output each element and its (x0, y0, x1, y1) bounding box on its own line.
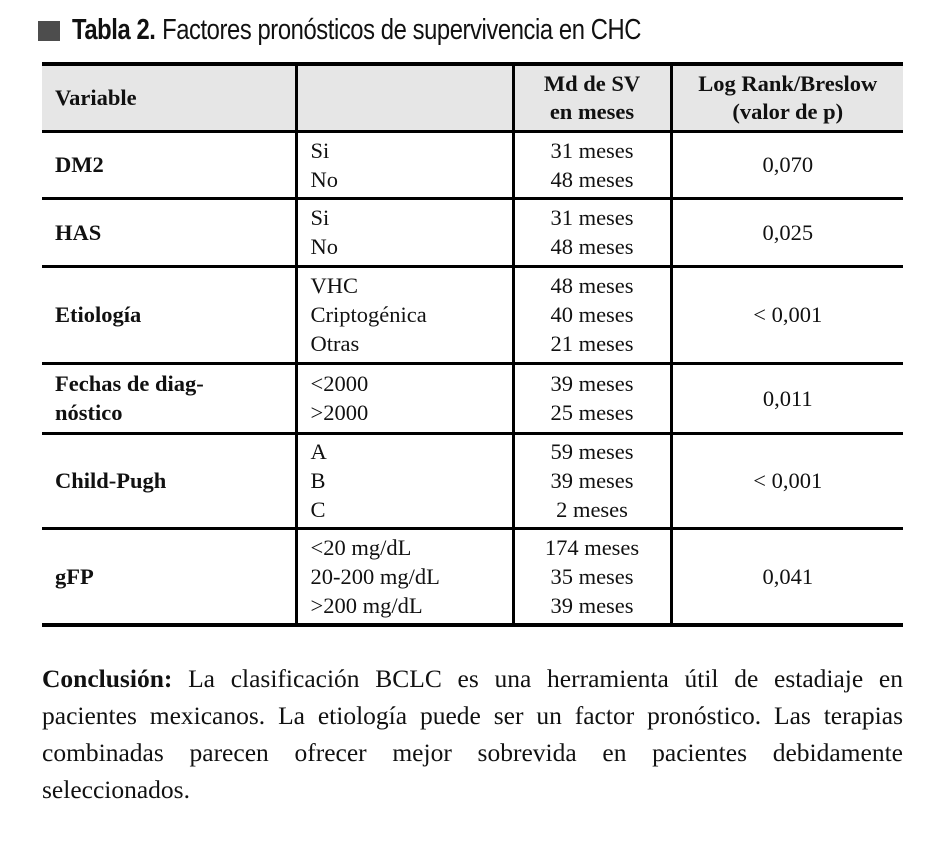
table-title: Tabla 2. Factores pronósticos de superviv… (38, 14, 766, 47)
table-header-row: Variable Md de SV en meses Log Rank/Bres… (42, 64, 903, 133)
medians-cell: 174 meses 35 meses 39 meses (511, 528, 671, 625)
pvalue-cell: 0,041 (669, 528, 903, 625)
title-square-icon (38, 20, 60, 41)
table-row: Etiología VHC Criptogénica Otras 48 mese… (42, 266, 903, 365)
table-row: gFP <20 mg/dL 20-200 mg/dL >200 mg/dL 17… (42, 528, 903, 625)
table-caption: Factores pronósticos de supervivencia en… (162, 14, 642, 46)
categories-cell: VHC Criptogénica Otras (294, 266, 513, 365)
medians-cell: 31 meses 48 meses (511, 131, 671, 200)
conclusion-label: Conclusión: (42, 664, 173, 693)
medians-cell: 48 meses 40 meses 21 meses (511, 266, 671, 365)
variable-cell: Fechas de diag- nóstico (42, 363, 296, 435)
header-empty (294, 64, 513, 133)
medians-cell: 31 meses 48 meses (511, 198, 671, 268)
header-log-rank: Log Rank/Breslow (valor de p) (669, 64, 903, 133)
categories-cell: Si No (294, 198, 513, 268)
header-variable: Variable (42, 64, 296, 133)
variable-cell: Etiología (42, 266, 296, 365)
pvalue-cell: < 0,001 (669, 433, 903, 530)
conclusion-paragraph: Conclusión: La clasificación BCLC es una… (42, 660, 903, 808)
table-row: Fechas de diag- nóstico <2000 >2000 39 m… (42, 363, 903, 435)
categories-cell: Si No (294, 131, 513, 200)
categories-cell: <2000 >2000 (294, 363, 513, 435)
variable-cell: DM2 (42, 131, 296, 200)
variable-cell: Child-Pugh (42, 433, 296, 530)
variable-cell: HAS (42, 198, 296, 268)
table-row: HAS Si No 31 meses 48 meses 0,025 (42, 198, 903, 268)
table-row: DM2 Si No 31 meses 48 meses 0,070 (42, 131, 903, 200)
pvalue-cell: < 0,001 (669, 266, 903, 365)
categories-cell: A B C (294, 433, 513, 530)
medians-cell: 59 meses 39 meses 2 meses (511, 433, 671, 530)
pvalue-cell: 0,025 (669, 198, 903, 268)
table-number-label: Tabla 2. (72, 14, 156, 46)
pvalue-cell: 0,070 (669, 131, 903, 200)
variable-cell: gFP (55, 563, 94, 589)
categories-cell: <20 mg/dL 20-200 mg/dL >200 mg/dL (294, 528, 513, 625)
conclusion-text: La clasificación BCLC es una herramienta… (42, 664, 903, 804)
header-md-sv: Md de SV en meses (511, 64, 671, 133)
prognostic-factors-table: Variable Md de SV en meses Log Rank/Bres… (42, 62, 903, 627)
medians-cell: 39 meses 25 meses (511, 363, 671, 435)
pvalue-cell: 0,011 (669, 363, 903, 435)
table-row: Child-Pugh A B C 59 meses 39 meses 2 mes… (42, 433, 903, 530)
title-text: Tabla 2. Factores pronósticos de superviv… (72, 14, 641, 47)
